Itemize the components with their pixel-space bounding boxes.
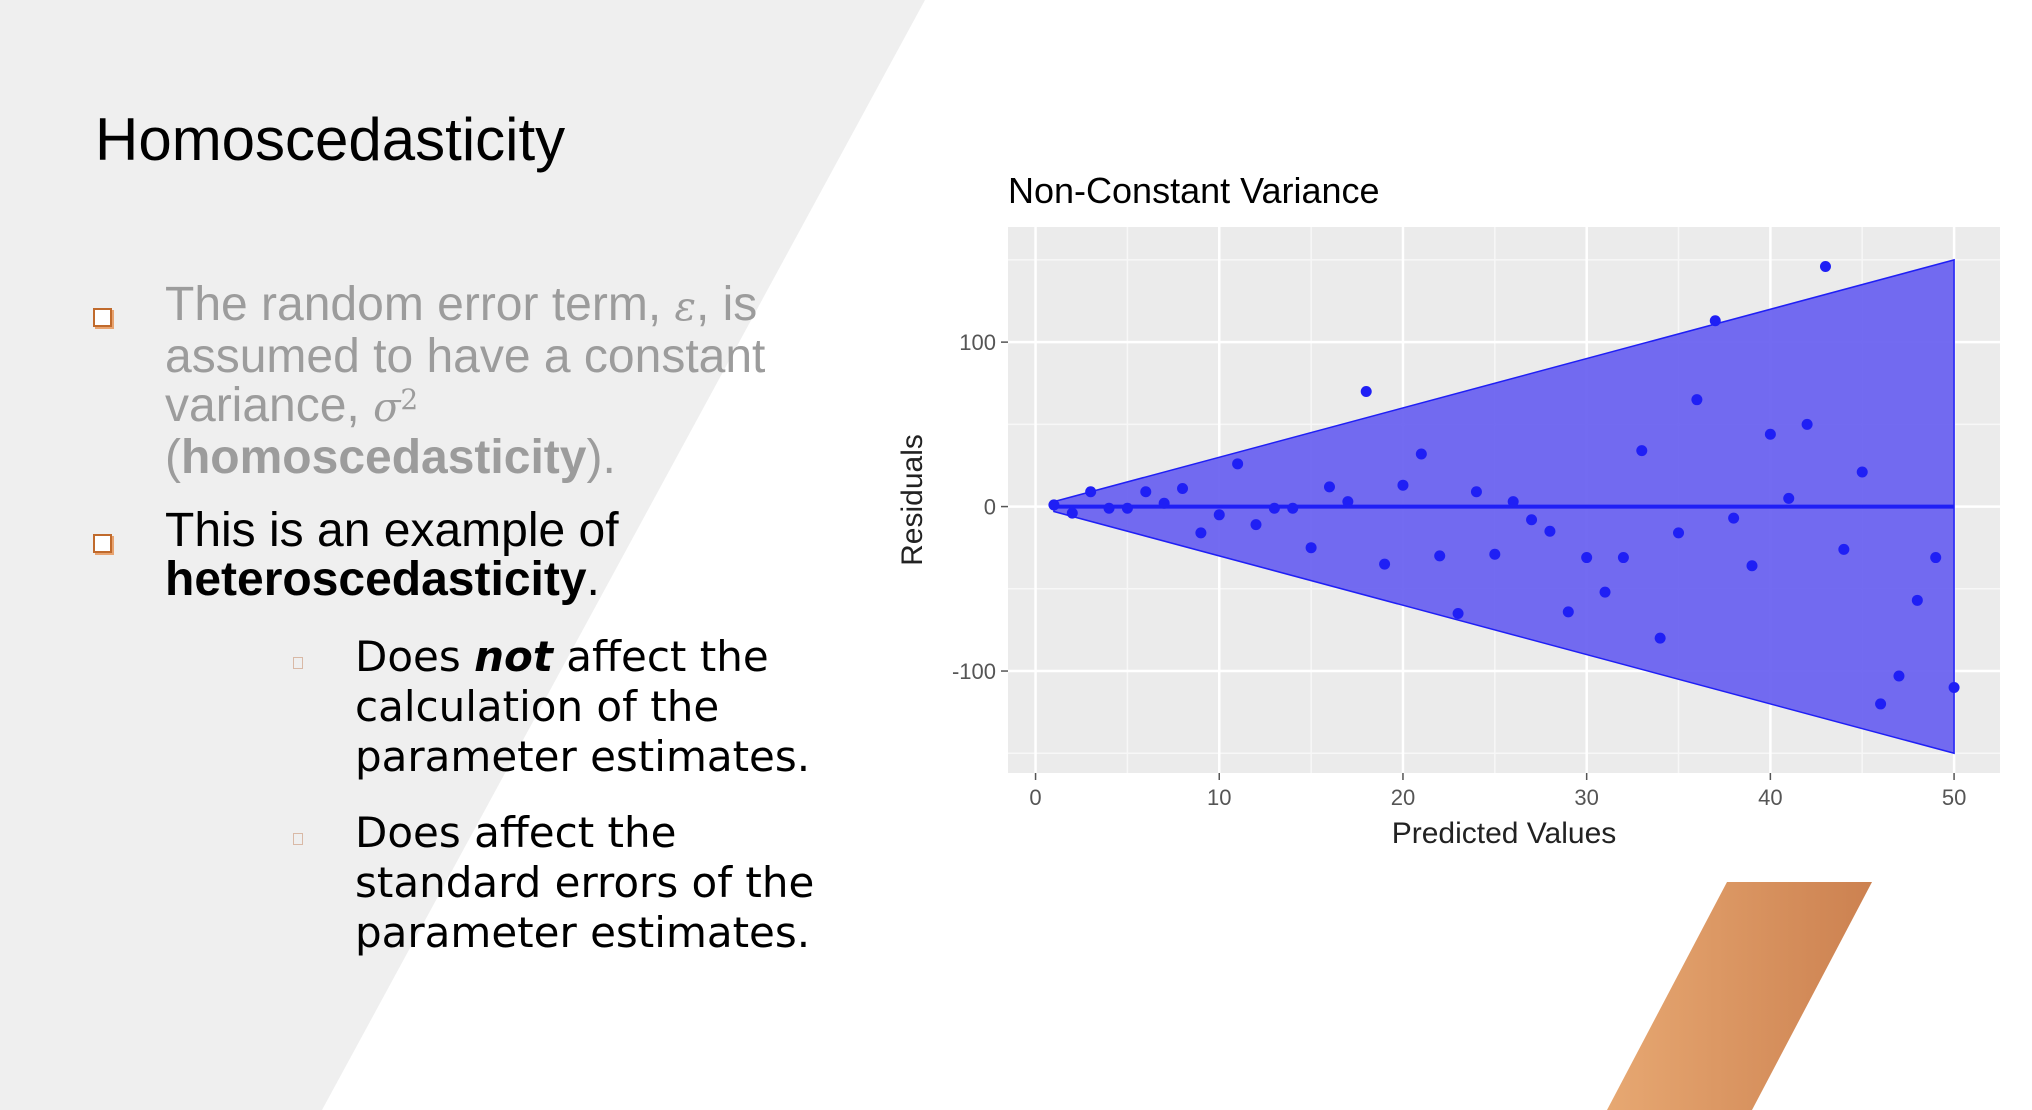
residual-point: [1397, 479, 1409, 491]
residual-point: [1673, 527, 1685, 539]
residual-point: [1709, 315, 1721, 327]
square-bullet-icon: [93, 308, 112, 327]
bullet-text: This is an example of: [165, 504, 619, 557]
residual-point: [1728, 512, 1740, 524]
residual-point: [1819, 260, 1831, 272]
residual-point: [1470, 486, 1482, 498]
sub-bullet-icon: [293, 657, 303, 669]
bold-term: heteroscedasticity: [165, 553, 587, 606]
residual-point: [1856, 466, 1868, 478]
residual-point: [1783, 492, 1795, 504]
residual-point: [1544, 525, 1556, 537]
residual-point: [1948, 681, 1960, 693]
square-bullet-icon: [93, 534, 112, 553]
residual-point: [1691, 394, 1703, 406]
bold-term: homoscedasticity: [180, 431, 587, 484]
y-tick-label: -100: [952, 659, 996, 684]
residual-point: [1801, 418, 1813, 430]
residual-point: [1764, 428, 1776, 440]
slide-title: Homoscedasticity: [95, 106, 566, 173]
residual-point: [1305, 542, 1317, 554]
residual-point: [1287, 502, 1299, 514]
residual-plot: Non-Constant Variance 0 10 20 30 40 50 -100 0 100…: [896, 170, 2000, 850]
residual-point: [1121, 502, 1133, 514]
residual-point: [1875, 698, 1887, 710]
residual-point: [1177, 482, 1189, 494]
residual-point: [1452, 607, 1464, 619]
y-tick-label: 0: [984, 495, 996, 520]
y-axis-label: Residuals: [896, 434, 929, 566]
x-tick-label: 0: [1029, 785, 1041, 810]
sub-bullet-text: affect the calculation of the parameter …: [355, 632, 811, 781]
bullet-text: , is assumed to have a constant variance…: [165, 278, 766, 432]
bullet-assumption: The random error term, ε, is assumed to …: [88, 280, 848, 482]
bullet-text: .: [586, 553, 600, 606]
sub-bullet-icon: [293, 833, 303, 845]
residual-point: [1066, 507, 1078, 519]
residual-point: [1158, 497, 1170, 509]
residual-point: [1195, 527, 1207, 539]
residual-point: [1213, 509, 1225, 521]
residual-point: [1746, 560, 1758, 572]
bullet-list: The random error term, ε, is assumed to …: [88, 280, 848, 958]
residual-point: [1654, 632, 1666, 644]
residual-point: [1250, 519, 1262, 531]
residual-point: [1636, 445, 1648, 457]
y-tick-label: 100: [959, 330, 996, 355]
residual-point: [1360, 385, 1372, 397]
x-axis-label: Predicted Values: [1392, 817, 1617, 850]
residual-point: [1323, 481, 1335, 493]
sigma-symbol: σ: [373, 385, 401, 431]
residual-point: [1489, 548, 1501, 560]
x-tick-label: 20: [1391, 785, 1415, 810]
residual-point: [1268, 502, 1280, 514]
residual-point: [1838, 543, 1850, 555]
residual-point: [1893, 670, 1905, 682]
bullet-text: ).: [586, 431, 616, 484]
residual-point: [1379, 558, 1391, 570]
sub-bullet-list: Does not affect the calculation of the p…: [268, 632, 868, 958]
sigma-exponent: 2: [400, 383, 419, 416]
residual-point: [1103, 502, 1115, 514]
emphasis-term: not: [474, 632, 553, 681]
x-tick-label: 10: [1207, 785, 1231, 810]
residual-point: [1415, 448, 1427, 460]
bullet-text: The random error term,: [165, 278, 675, 331]
residual-point: [1140, 486, 1152, 498]
residual-point: [1507, 496, 1519, 508]
bullet-text: (: [165, 431, 181, 484]
residual-point: [1581, 552, 1593, 564]
residual-point: [1434, 550, 1446, 562]
residual-point: [1232, 458, 1244, 470]
residual-point: [1562, 606, 1574, 618]
residual-point: [1342, 496, 1354, 508]
x-tick-label: 40: [1758, 785, 1782, 810]
sub-bullet-estimates: Does not affect the calculation of the p…: [268, 632, 868, 782]
residual-point: [1048, 499, 1060, 511]
sub-bullet-text: Does: [355, 632, 475, 681]
sub-bullet-standard-errors: Does affect the standard errors of the p…: [268, 808, 868, 958]
bullet-example: This is an example of heteroscedasticity…: [88, 506, 848, 604]
residual-point: [1599, 586, 1611, 598]
residual-point: [1911, 594, 1923, 606]
epsilon-symbol: ε: [674, 284, 696, 330]
x-tick-label: 50: [1942, 785, 1966, 810]
chart-title: Non-Constant Variance: [1008, 170, 1380, 211]
x-tick-label: 30: [1574, 785, 1598, 810]
residual-point: [1526, 514, 1538, 526]
residual-point: [1617, 552, 1629, 564]
residual-point: [1085, 486, 1097, 498]
residual-point: [1930, 552, 1942, 564]
sub-bullet-text: Does affect the standard errors of the p…: [355, 808, 815, 957]
